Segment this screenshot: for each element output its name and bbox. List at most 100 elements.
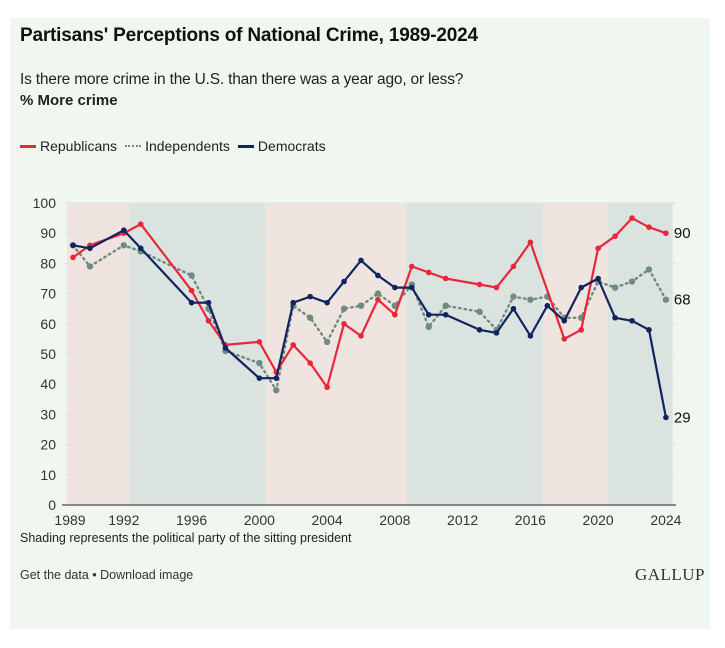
data-point-republicans (646, 224, 652, 230)
end-label-independents: 68 (674, 292, 691, 309)
data-point-independents (306, 314, 314, 321)
data-point-democrats (307, 293, 313, 300)
legend-label: Democrats (257, 138, 326, 154)
data-point-republicans (578, 327, 584, 333)
x-tick-label: 1989 (54, 512, 85, 528)
y-tick-label: 60 (40, 316, 56, 332)
data-point-independents (374, 290, 382, 297)
data-point-democrats (595, 275, 601, 282)
data-point-democrats (544, 302, 551, 309)
data-point-independents (256, 359, 263, 367)
data-point-independents (476, 308, 483, 315)
legend-swatch-democrats (237, 144, 254, 148)
download-image-link[interactable]: Download image (100, 568, 194, 582)
data-point-republicans (476, 281, 483, 288)
end-label-republicans: 90 (674, 225, 691, 242)
legend-item-democrats[interactable]: Democrats (237, 138, 326, 154)
data-point-republicans (527, 239, 534, 246)
y-tick-label: 50 (40, 346, 56, 362)
end-label-democrats: 29 (674, 409, 691, 426)
x-axis-ticks: 1989 1992 1996 2000 2004 2008 2012 2016 2020 2024 (54, 512, 681, 528)
data-point-democrats (409, 284, 415, 291)
link-separator: • (88, 568, 101, 582)
data-point-republicans (205, 317, 212, 324)
data-point-democrats (205, 299, 212, 306)
y-tick-label: 40 (40, 376, 56, 392)
get-data-link[interactable]: Get the data (20, 568, 89, 582)
data-point-republicans (375, 296, 381, 303)
y-tick-label: 70 (40, 286, 56, 302)
data-point-independents (340, 305, 348, 312)
data-point-republicans (663, 230, 669, 236)
data-point-democrats (256, 375, 263, 381)
data-point-republicans (256, 339, 263, 345)
data-point-independents (86, 263, 94, 270)
data-point-democrats (510, 305, 517, 312)
series-line-republicans (72, 217, 667, 389)
data-point-republicans (290, 342, 297, 348)
data-point-republicans (188, 287, 195, 294)
legend-swatch-independents (125, 145, 142, 147)
data-point-independents (510, 293, 517, 300)
data-point-republicans (561, 336, 568, 342)
legend-item-independents[interactable]: Independents (125, 138, 230, 154)
legend-item-republicans[interactable]: Republicans (20, 138, 117, 154)
series-lines (69, 215, 670, 421)
legend: Republicans Independents Democrats (20, 138, 334, 154)
y-tick-label: 80 (40, 255, 56, 271)
data-point-independents (662, 296, 670, 303)
data-point-independents (273, 387, 280, 394)
legend-swatch-republicans (20, 144, 36, 148)
chart-title: Partisans' Perceptions of National Crime… (20, 25, 478, 46)
data-point-republicans (324, 384, 330, 391)
data-point-republicans (595, 245, 601, 252)
data-point-democrats (324, 299, 330, 306)
data-point-democrats (646, 327, 652, 333)
data-point-democrats (392, 284, 398, 291)
y-tick-label: 20 (40, 437, 56, 453)
data-point-independents (611, 284, 619, 291)
shading-note: Shading represents the political party o… (20, 531, 352, 545)
data-point-democrats (87, 245, 93, 252)
data-point-democrats (137, 245, 144, 252)
data-point-republicans (629, 215, 635, 221)
data-point-republicans (70, 254, 76, 261)
data-point-independents (188, 272, 195, 279)
data-point-democrats (273, 375, 280, 381)
data-point-republicans (510, 263, 517, 270)
chart-subtitle: Is there more crime in the U.S. than the… (20, 71, 464, 88)
data-point-independents (527, 296, 534, 303)
data-point-democrats (442, 311, 449, 318)
y-tick-label: 30 (40, 406, 56, 422)
data-point-democrats (578, 284, 584, 291)
data-point-democrats (121, 227, 127, 233)
data-point-independents (628, 278, 636, 285)
legend-label: Republicans (40, 138, 118, 154)
data-point-republicans (137, 221, 144, 227)
y-tick-label: 100 (33, 195, 57, 211)
data-point-republicans (307, 360, 313, 366)
legend-label: Independents (145, 138, 230, 154)
data-point-independents (323, 338, 331, 346)
end-labels: 68 90 29 (674, 225, 691, 426)
gallup-logo: GALLUP (634, 565, 705, 584)
x-tick-label: 2020 (583, 512, 614, 528)
data-point-democrats (222, 345, 229, 351)
y-axis-ticks: 0 10 20 30 40 50 60 70 80 90 100 (33, 195, 57, 513)
x-tick-label: 2008 (379, 512, 410, 528)
data-point-republicans (358, 333, 364, 339)
data-point-democrats (663, 414, 669, 421)
data-point-independents (120, 242, 128, 249)
footer-links: Get the data • Download image (20, 568, 193, 582)
data-point-democrats (612, 314, 618, 321)
data-point-republicans (392, 311, 398, 318)
y-tick-label: 10 (40, 467, 56, 483)
data-point-republicans (425, 269, 432, 276)
x-tick-label: 2004 (312, 512, 343, 528)
data-point-democrats (358, 257, 364, 264)
data-point-independents (645, 266, 653, 273)
x-tick-label: 1992 (108, 512, 139, 528)
y-tick-label: 90 (40, 225, 56, 241)
x-tick-label: 2000 (244, 512, 275, 528)
